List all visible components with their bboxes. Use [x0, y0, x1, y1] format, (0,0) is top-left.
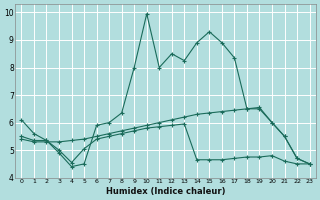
X-axis label: Humidex (Indice chaleur): Humidex (Indice chaleur): [106, 187, 225, 196]
